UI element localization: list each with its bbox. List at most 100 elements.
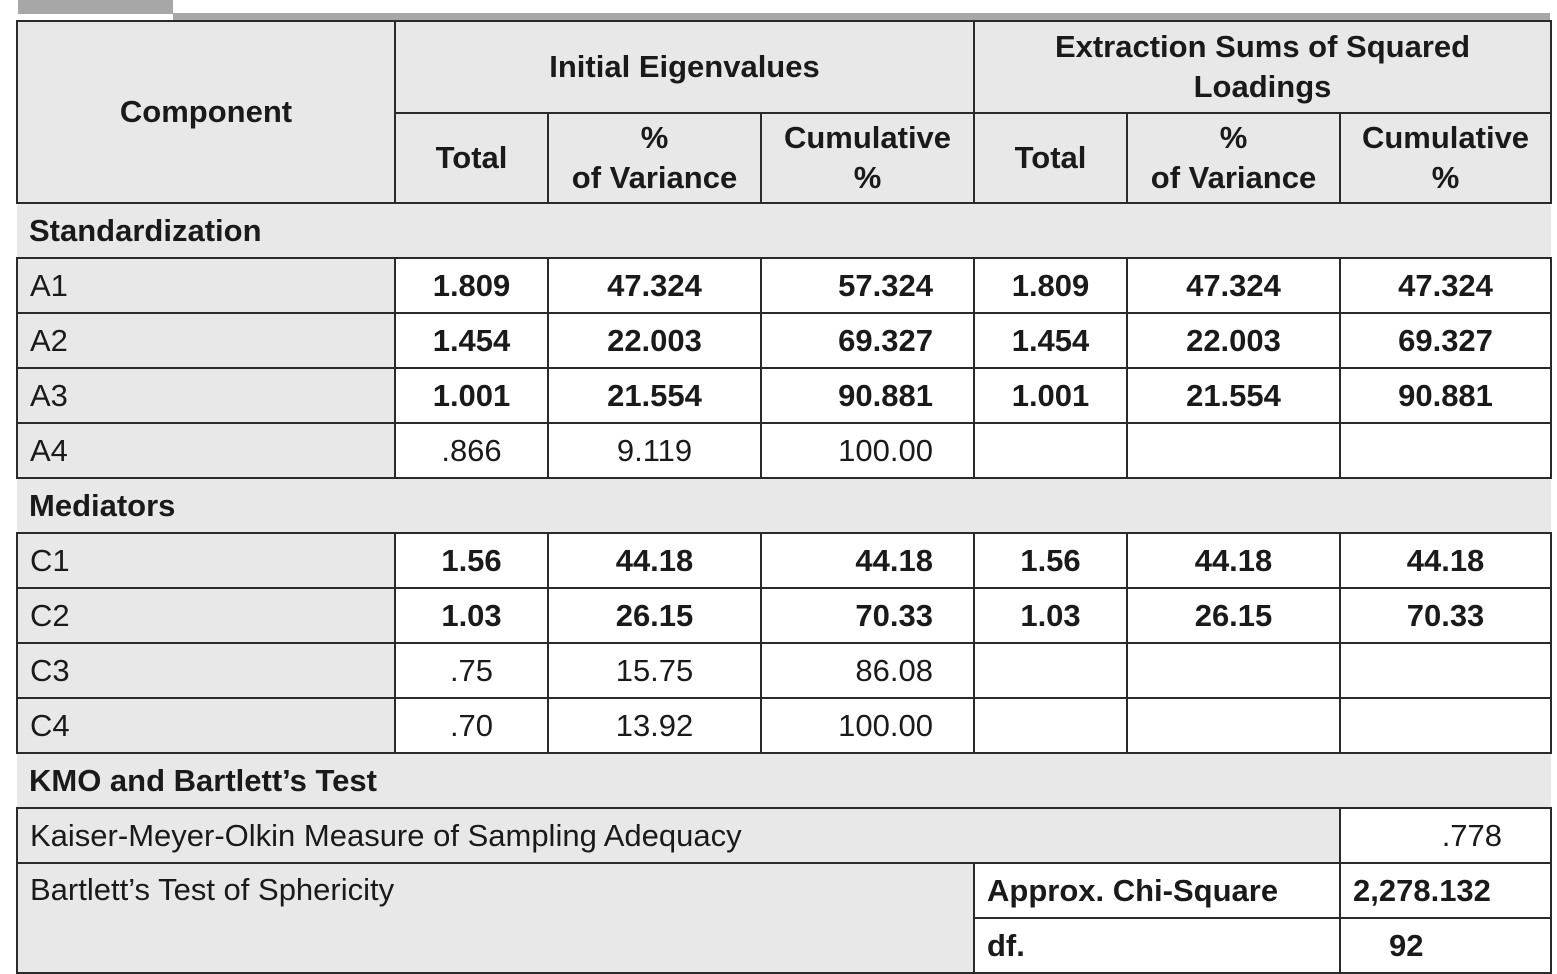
variance-line1: % <box>640 120 669 155</box>
extraction-total-header: Total <box>973 112 1128 204</box>
extraction-cumulative-cell <box>1338 642 1553 699</box>
section-row: Mediators <box>17 477 1552 534</box>
row-label: A4 <box>16 422 396 479</box>
row-label: C3 <box>16 642 396 699</box>
top-tab <box>18 0 173 14</box>
extraction-variance-header: % of Variance <box>1126 112 1341 204</box>
initial-total-cell: .866 <box>394 422 549 479</box>
variance-line1: % <box>1219 120 1248 155</box>
extraction-sums-label: Extraction Sums of Squared Loadings <box>1054 29 1471 104</box>
row-label: C4 <box>16 697 396 754</box>
extraction-total-cell <box>973 697 1128 754</box>
chi-square-value: 2,278.132 <box>1338 862 1553 919</box>
initial-cumulative-cell: 69.327 <box>760 312 975 369</box>
initial-variance-cell: 9.119 <box>547 422 762 479</box>
extraction-variance-cell: 44.18 <box>1126 532 1341 589</box>
cumulative-line2: % <box>1431 160 1460 195</box>
initial-variance-cell: 21.554 <box>547 367 762 424</box>
extraction-variance-cell: 22.003 <box>1126 312 1341 369</box>
initial-variance-cell: 15.75 <box>547 642 762 699</box>
initial-cumulative-header: Cumulative % <box>760 112 975 204</box>
table-row: C4 .70 13.92 100.00 <box>16 697 1553 754</box>
kmo-row: Kaiser-Meyer-Olkin Measure of Sampling A… <box>16 807 1553 864</box>
extraction-total-cell: 1.454 <box>973 312 1128 369</box>
eigenvalues-table: Component Initial Eigenvalues Extraction… <box>16 20 1553 974</box>
table-row: A4 .866 9.119 100.00 <box>16 422 1553 479</box>
table-row: A3 1.001 21.554 90.881 1.001 21.554 90.8… <box>16 367 1553 424</box>
initial-cumulative-cell: 44.18 <box>760 532 975 589</box>
row-label: A2 <box>16 312 396 369</box>
initial-variance-cell: 44.18 <box>547 532 762 589</box>
cumulative-line2: % <box>853 160 882 195</box>
top-rule <box>173 13 1550 22</box>
table-container: Component Initial Eigenvalues Extraction… <box>16 20 1553 974</box>
extraction-cumulative-cell <box>1338 697 1553 754</box>
extraction-total-cell: 1.001 <box>973 367 1128 424</box>
cumulative-line1: Cumulative <box>783 120 952 155</box>
kmo-label: Kaiser-Meyer-Olkin Measure of Sampling A… <box>16 807 1341 864</box>
table-body: Standardization A1 1.809 47.324 57.324 1… <box>16 202 1553 974</box>
initial-total-cell: .75 <box>394 642 549 699</box>
initial-total-cell: .70 <box>394 697 549 754</box>
table-row: C1 1.56 44.18 44.18 1.56 44.18 44.18 <box>16 532 1553 589</box>
initial-total-cell: 1.001 <box>394 367 549 424</box>
initial-total-cell: 1.809 <box>394 257 549 314</box>
extraction-cumulative-cell <box>1338 422 1553 479</box>
initial-cumulative-cell: 57.324 <box>760 257 975 314</box>
initial-variance-cell: 47.324 <box>547 257 762 314</box>
cumulative-line1: Cumulative <box>1361 120 1530 155</box>
table-row: C2 1.03 26.15 70.33 1.03 26.15 70.33 <box>16 587 1553 644</box>
header-row-2: Total % of Variance Cumulative % Total %… <box>17 112 1553 204</box>
initial-cumulative-cell: 100.00 <box>760 422 975 479</box>
initial-variance-cell: 13.92 <box>547 697 762 754</box>
section-title: Mediators <box>17 477 1552 534</box>
initial-total-cell: 1.56 <box>394 532 549 589</box>
initial-variance-header: % of Variance <box>547 112 762 204</box>
table-row: A2 1.454 22.003 69.327 1.454 22.003 69.3… <box>16 312 1553 369</box>
initial-variance-cell: 26.15 <box>547 587 762 644</box>
variance-line2: of Variance <box>1150 160 1317 195</box>
extraction-total-cell <box>973 642 1128 699</box>
extraction-total-cell: 1.03 <box>973 587 1128 644</box>
section-row: Standardization <box>17 202 1552 259</box>
extraction-variance-cell <box>1126 422 1341 479</box>
extraction-cumulative-header: Cumulative % <box>1338 112 1553 204</box>
extraction-cumulative-cell: 70.33 <box>1338 587 1553 644</box>
extraction-cumulative-cell: 90.881 <box>1338 367 1553 424</box>
section-title: Standardization <box>17 202 1552 259</box>
row-label: A1 <box>16 257 396 314</box>
extraction-sums-header: Extraction Sums of Squared Loadings <box>972 20 1553 114</box>
extraction-variance-cell: 26.15 <box>1126 587 1341 644</box>
extraction-variance-cell <box>1126 697 1341 754</box>
initial-total-header: Total <box>394 112 549 204</box>
extraction-total-cell: 1.809 <box>973 257 1128 314</box>
initial-cumulative-cell: 100.00 <box>760 697 975 754</box>
initial-cumulative-cell: 90.881 <box>760 367 975 424</box>
initial-total-cell: 1.03 <box>394 587 549 644</box>
kmo-value: .778 <box>1338 807 1553 864</box>
initial-cumulative-cell: 70.33 <box>760 587 975 644</box>
chi-square-label: Approx. Chi-Square <box>973 862 1341 919</box>
extraction-variance-cell: 21.554 <box>1126 367 1341 424</box>
extraction-total-cell <box>973 422 1128 479</box>
row-label: C1 <box>16 532 396 589</box>
table-row: C3 .75 15.75 86.08 <box>16 642 1553 699</box>
extraction-cumulative-cell: 44.18 <box>1338 532 1553 589</box>
variance-line2: of Variance <box>571 160 738 195</box>
kmo-section-title: KMO and Bartlett’s Test <box>17 752 1552 809</box>
section-row: KMO and Bartlett’s Test <box>17 752 1552 809</box>
bartlett-label: Bartlett’s Test of Sphericity <box>16 862 975 974</box>
table-row: A1 1.809 47.324 57.324 1.809 47.324 47.3… <box>16 257 1553 314</box>
extraction-total-cell: 1.56 <box>973 532 1128 589</box>
initial-total-cell: 1.454 <box>394 312 549 369</box>
bartlett-row: Bartlett’s Test of Sphericity Approx. Ch… <box>16 862 1553 974</box>
extraction-cumulative-cell: 69.327 <box>1338 312 1553 369</box>
df-label: df. <box>973 917 1341 974</box>
df-value: 92 <box>1338 917 1553 974</box>
extraction-variance-cell <box>1126 642 1341 699</box>
row-label: A3 <box>16 367 396 424</box>
initial-cumulative-cell: 86.08 <box>760 642 975 699</box>
top-bar <box>0 0 1557 22</box>
extraction-variance-cell: 47.324 <box>1126 257 1341 314</box>
initial-variance-cell: 22.003 <box>547 312 762 369</box>
